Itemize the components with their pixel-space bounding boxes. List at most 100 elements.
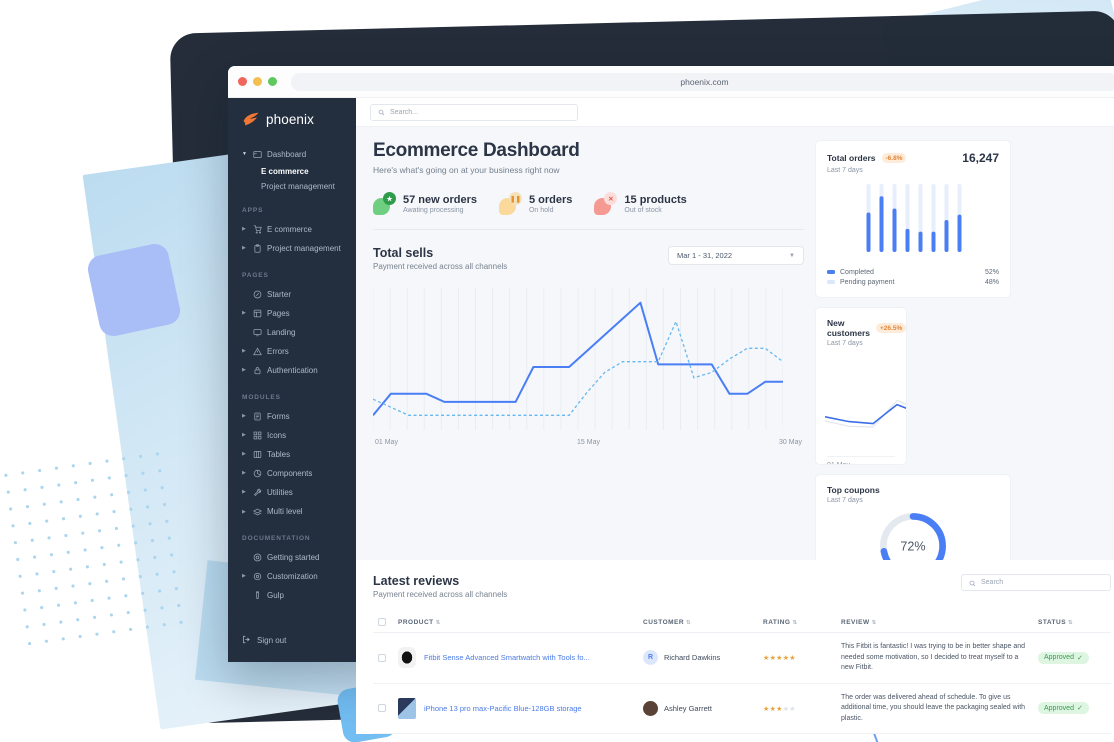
status-cell: Approved ✓ (1033, 632, 1111, 684)
sidebar-item-tables[interactable]: ▶ Tables (228, 445, 356, 464)
sidebar-item-apps-ecommerce[interactable]: ▶ E commerce (228, 220, 356, 239)
column-header-customer[interactable]: CUSTOMER ⇅ (638, 612, 758, 633)
decorative-square-lavender (85, 241, 183, 339)
sidebar-item-multi-level[interactable]: ▶ Multi level (228, 502, 356, 521)
review-cell: The order was delivered ahead of schedul… (836, 683, 1033, 734)
select-all-checkbox[interactable] (378, 618, 386, 626)
sidebar-item-getting-started[interactable]: Getting started (228, 548, 356, 567)
sidebar-item-label: Tables (267, 449, 291, 459)
chevron-right-icon: ▶ (242, 412, 246, 419)
column-label: STATUS (1038, 618, 1067, 626)
rocket-icon (252, 552, 262, 562)
sidebar-item-label: Authentication (267, 366, 318, 376)
quick-stat-new-orders[interactable]: ★ 57 new orders Awating processing (373, 192, 477, 215)
sidebar-item-customization[interactable]: ▶ Customization (228, 567, 356, 586)
column-header-status[interactable]: STATUS ⇅ (1033, 612, 1111, 633)
column-header-review[interactable]: REVIEW ⇅ (836, 612, 1033, 633)
product-link[interactable]: iPhone 13 pro max-Pacific Blue-128GB sto… (424, 703, 582, 713)
customer-name: Richard Dawkins (664, 653, 721, 663)
dashboard-icon (252, 150, 262, 160)
sidebar-item-apps-project-management[interactable]: ▶ Project management (228, 239, 356, 258)
card-subtitle: Last 7 days (827, 167, 863, 174)
sidebar-item-label: Dashboard (267, 150, 307, 159)
page-subtitle: Here's what's going on at your business … (373, 165, 560, 175)
sidebar-item-forms[interactable]: ▶ Forms (228, 407, 356, 426)
card-subtitle: Last 7 days (827, 497, 863, 504)
sidebar-item-authentication[interactable]: ▶ Authentication (228, 361, 356, 380)
status-badge: Approved ✓ (1038, 651, 1089, 664)
sidebar-item-label: Errors (267, 347, 289, 357)
address-bar[interactable]: phoenix.com (291, 72, 1114, 91)
card-new-customers: New customers +26.5% Last 7 days 01 May (815, 307, 907, 465)
reviews-search-input[interactable]: Search (961, 574, 1111, 591)
row-select-cell[interactable] (373, 683, 393, 734)
table-row[interactable]: Fitbit Sense Advanced Smartwatch with To… (373, 632, 1111, 684)
total-sells-line-chart (372, 288, 784, 430)
sidebar-item-landing[interactable]: Landing (228, 323, 356, 342)
donut-center-label: 72% (900, 539, 925, 553)
row-select-cell[interactable] (373, 632, 393, 684)
form-icon (252, 411, 262, 421)
monitor-icon (252, 328, 262, 338)
legend-value: 52% (984, 268, 999, 276)
reviews-subtitle: Payment received across all channels (373, 590, 508, 599)
quick-stat-label: On hold (528, 206, 554, 214)
row-checkbox[interactable] (378, 653, 386, 662)
quick-stat-out-of-stock[interactable]: ✕ 15 products Out of stock (594, 192, 687, 215)
close-window-button[interactable] (238, 77, 247, 86)
total-sells-title: Total sells (373, 246, 434, 260)
sidebar-item-pages[interactable]: ▶ Pages (228, 304, 356, 323)
x-tick: 15 May (577, 439, 600, 446)
sidebar-item-starter[interactable]: Starter (228, 285, 356, 304)
reviews-search-placeholder: Search (981, 579, 1004, 586)
sidebar-subitem-ecommerce[interactable]: E commerce (261, 167, 309, 177)
sidebar-item-utilities[interactable]: ▶ Utilities (228, 483, 356, 502)
phoenix-logo-icon (242, 112, 260, 127)
check-icon: ✓ (1076, 654, 1083, 662)
sidebar-item-errors[interactable]: ▶ Errors (228, 342, 356, 361)
column-header-rating[interactable]: RATING ⇅ (758, 612, 836, 633)
search-input[interactable]: Search... (370, 103, 578, 121)
layers-icon (252, 507, 262, 517)
quick-stat-on-hold[interactable]: ❚❚ 5 orders On hold (498, 192, 572, 215)
date-range-select[interactable]: Mar 1 - 31, 2022 ▼ (668, 246, 804, 265)
quick-stats: ★ 57 new orders Awating processing ❚❚ (373, 192, 804, 230)
chevron-right-icon: ▶ (242, 431, 246, 438)
sidebar-item-label: Multi level (267, 507, 303, 517)
quick-stat-value: 15 products (624, 193, 687, 206)
select-all-header[interactable] (373, 612, 393, 633)
table-row[interactable]: iPhone 13 pro max-Pacific Blue-128GB sto… (373, 683, 1111, 734)
new-customers-x-axis: 01 May (827, 456, 895, 464)
sidebar-item-gulp[interactable]: Gulp (228, 586, 356, 605)
on-hold-icon: ❚❚ (498, 192, 522, 215)
search-icon (969, 574, 976, 592)
window-controls[interactable] (238, 77, 277, 86)
rating-cell: ★★★★★ (758, 683, 836, 734)
avatar: R (643, 650, 658, 666)
total-sells-subtitle: Payment received across all channels (373, 262, 508, 271)
sidebar-item-icons[interactable]: ▶ Icons (228, 426, 356, 445)
table-header-row: PRODUCT ⇅ CUSTOMER ⇅ RATING ⇅ REVIEW ⇅ STATU… (373, 612, 1111, 633)
card-value: 16,247 (962, 151, 999, 165)
left-column: Ecommerce Dashboard Here's what's going … (372, 140, 804, 662)
sidebar-section-pages: PAGES (242, 271, 269, 279)
sidebar-subitem-project-management[interactable]: Project management (261, 182, 335, 192)
sidebar-item-dashboard[interactable]: ▼ Dashboard (228, 145, 356, 164)
card-total-orders: Total orders -6.8% 16,247 Last 7 days Co… (815, 140, 1011, 298)
chevron-down-icon: ▼ (242, 151, 247, 158)
row-checkbox[interactable] (378, 704, 386, 713)
chevron-right-icon: ▶ (242, 508, 246, 515)
sign-out-button[interactable]: Sign out (228, 625, 356, 662)
chevron-right-icon: ▶ (242, 470, 246, 477)
layout-icon (252, 308, 262, 318)
card-title: Total orders (827, 153, 876, 163)
latest-reviews-panel: Latest reviews Payment received across a… (356, 560, 1114, 734)
sidebar-item-components[interactable]: ▶ Components (228, 464, 356, 483)
product-link[interactable]: Fitbit Sense Advanced Smartwatch with To… (424, 653, 590, 663)
clipboard-icon (252, 244, 262, 254)
maximize-window-button[interactable] (268, 77, 277, 86)
column-header-product[interactable]: PRODUCT ⇅ (393, 612, 638, 633)
brand[interactable]: phoenix (228, 112, 356, 145)
warning-icon (252, 347, 262, 357)
minimize-window-button[interactable] (253, 77, 262, 86)
